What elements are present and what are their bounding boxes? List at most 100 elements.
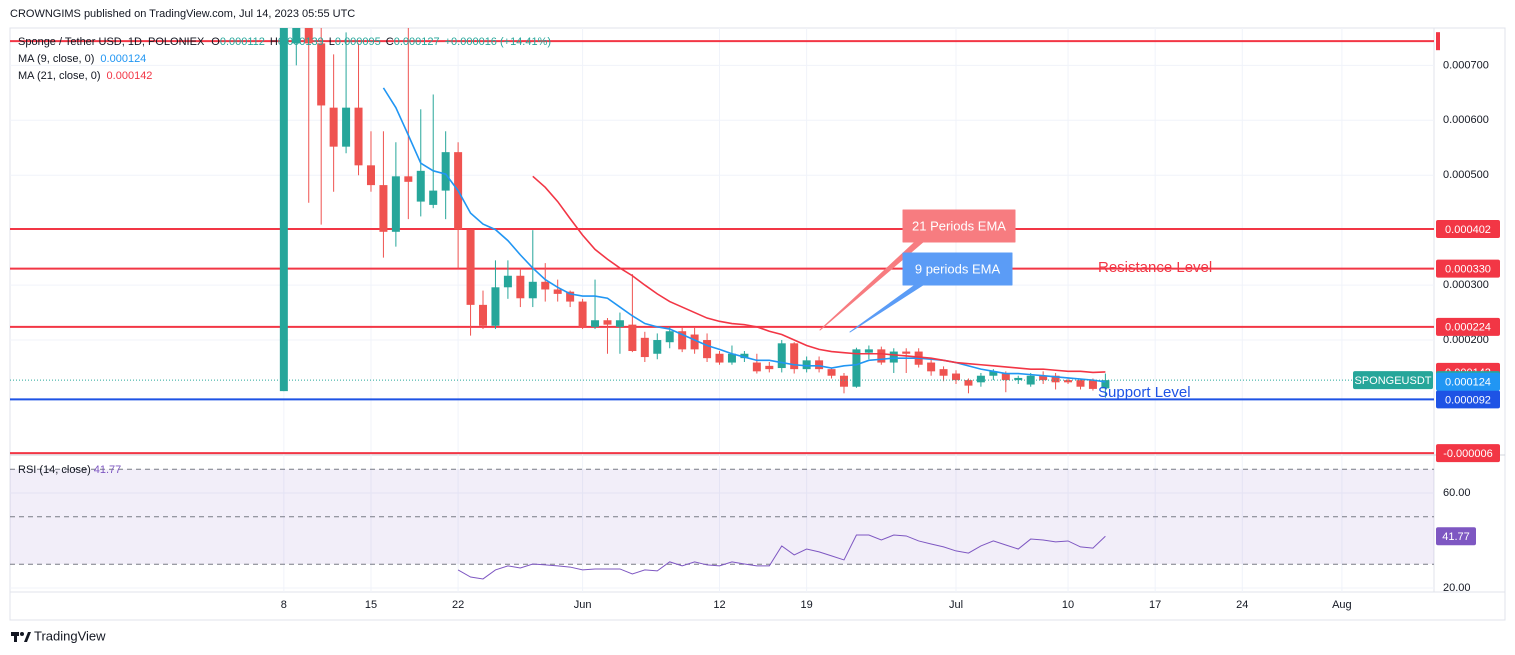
x-tick-label: Jul	[949, 599, 963, 611]
candle-body	[615, 320, 624, 327]
candle-body	[640, 337, 649, 358]
candle-body	[815, 360, 824, 370]
level-label-box	[1436, 259, 1500, 278]
x-tick-label: 22	[452, 599, 464, 611]
candle-body	[790, 343, 799, 370]
candle-body	[553, 289, 562, 294]
rsi-line	[457, 534, 1106, 580]
candle-body	[727, 353, 736, 363]
candle-body	[342, 107, 351, 147]
candle-body	[279, 28, 288, 392]
candle-body	[777, 343, 786, 369]
candle-body	[802, 360, 811, 370]
legend-value: 0.000142	[107, 70, 153, 82]
legend-change: +0.000016 (+14.41%)	[445, 36, 551, 48]
y-tick-label: 0.000600	[1443, 114, 1489, 126]
ma9-price-label: 0.000124	[1445, 377, 1491, 389]
rsi-tick-label: 20.00	[1443, 582, 1471, 594]
candle-body	[304, 28, 313, 44]
candle-body	[864, 349, 873, 353]
level-label-box	[1436, 444, 1500, 463]
candle-body	[765, 365, 774, 370]
rsi-pane	[10, 468, 1434, 580]
candle-body	[1064, 380, 1073, 383]
candle-body	[404, 176, 413, 182]
level-marker	[1436, 32, 1440, 51]
ma-line	[532, 175, 1106, 374]
x-tick-label: Aug	[1332, 599, 1352, 611]
candle-body	[591, 320, 600, 327]
callout-box	[819, 209, 1016, 331]
candle-body	[1088, 380, 1097, 389]
ma-line	[382, 87, 1106, 383]
candle-body	[989, 371, 998, 376]
legend-ohlc-value: 0.000127	[394, 36, 440, 48]
candle-body	[665, 331, 674, 343]
candle-body	[1039, 375, 1048, 381]
chart-frame	[9, 27, 1506, 621]
candle-body	[603, 320, 612, 325]
level-label: -0.000006	[1443, 448, 1493, 460]
candle-body	[740, 353, 749, 359]
footer: TradingView	[34, 628, 106, 643]
candle-body	[653, 340, 662, 354]
x-tick-label: 12	[713, 599, 725, 611]
legend: Sponge / Tether USD, 1D, POLONIEX O 0.0001…	[18, 36, 551, 476]
candle-body	[292, 28, 301, 44]
legend-ohlc-value: 0.000139	[278, 36, 324, 48]
candle-body	[366, 165, 375, 186]
candle-body	[752, 362, 761, 372]
x-tick-label: 24	[1236, 599, 1248, 611]
x-tick-label: Jun	[574, 599, 592, 611]
candle-body	[429, 190, 438, 205]
rsi-legend-value: 41.77	[94, 464, 122, 476]
candle-body	[578, 301, 587, 327]
legend-ohlc-key: O	[211, 36, 220, 48]
candle-body	[1001, 373, 1010, 381]
x-tick-label: 10	[1062, 599, 1074, 611]
candle-body	[964, 380, 973, 386]
x-tick-label: 15	[365, 599, 377, 611]
candle-body	[479, 304, 488, 326]
candle-body	[354, 107, 363, 166]
candle-body	[1014, 377, 1023, 381]
support-label: Support Level	[1098, 384, 1191, 401]
legend-title: Sponge / Tether USD, 1D, POLONIEX	[18, 36, 205, 48]
candle-body	[902, 351, 911, 354]
legend-ohlc-key: L	[329, 36, 335, 48]
candle-body	[528, 281, 537, 299]
candle-body	[379, 185, 388, 232]
price-pane: 21 Periods EMA 9 periods EMA Resistance Le…	[10, 28, 1434, 455]
candle-body	[939, 369, 948, 376]
candle-body	[416, 170, 425, 202]
y-tick-label: 0.000700	[1443, 59, 1489, 71]
candle-body	[1051, 375, 1060, 383]
rsi-tick-label: 60.00	[1443, 487, 1471, 499]
candle-body	[516, 275, 525, 299]
candle-body	[566, 291, 575, 302]
legend-ohlc-key: C	[386, 36, 394, 48]
level-label: 0.000402	[1445, 224, 1491, 236]
candle-body	[391, 176, 400, 232]
candle-body	[329, 107, 338, 147]
legend-ohlc-key: H	[270, 36, 278, 48]
candle-body	[839, 375, 848, 387]
footer-logo	[11, 632, 31, 642]
x-tick-label: 17	[1149, 599, 1161, 611]
candle-body	[976, 375, 985, 383]
candle-body	[541, 281, 550, 290]
candle-body	[852, 349, 861, 387]
callout-text: 9 periods EMA	[915, 261, 1001, 276]
callout-text: 21 Periods EMA	[912, 218, 1006, 233]
candle-body	[715, 353, 724, 363]
level-label-box	[1436, 390, 1500, 409]
x-tick-label: 19	[801, 599, 813, 611]
legend-entry: MA (21, close, 0)	[18, 70, 101, 82]
legend-ohlc-value: 0.000112	[220, 36, 265, 48]
candle-body	[952, 373, 961, 381]
level-label-box	[1436, 317, 1500, 336]
symbol-tag-box	[1353, 371, 1433, 390]
candle-body	[678, 331, 687, 350]
